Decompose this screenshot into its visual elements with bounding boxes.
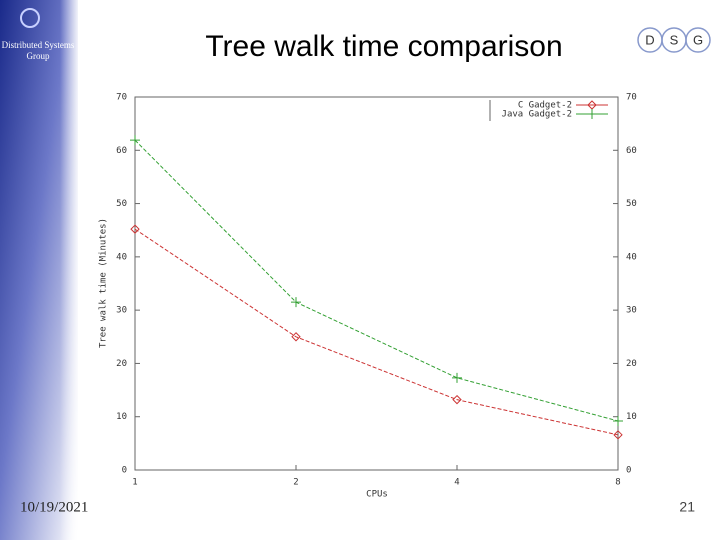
slide-date: 10/19/2021	[20, 499, 88, 515]
y-tick-label: 50	[116, 199, 127, 209]
marker	[613, 430, 623, 440]
y-tick-label: 60	[116, 146, 127, 156]
series: Java Gadget-2	[130, 109, 623, 426]
logo-letter: S	[670, 32, 679, 47]
marker	[291, 332, 301, 342]
sidebar-fade	[60, 0, 80, 540]
y-tick-label: 30	[116, 306, 127, 316]
marker	[291, 297, 301, 308]
y2-tick-label: 20	[626, 359, 637, 369]
page-number: 21	[679, 499, 695, 515]
y-tick-label: 70	[116, 93, 127, 103]
x-tick-label: 2	[293, 478, 298, 488]
x-tick-label: 1	[132, 478, 137, 488]
y2-tick-label: 50	[626, 199, 637, 209]
sidebar-text: Distributed Systems Group	[1, 40, 75, 61]
logo-letter: D	[645, 32, 654, 47]
y2-tick-label: 10	[626, 412, 637, 422]
y-axis-label: Tree walk time (Minutes)	[99, 218, 109, 348]
y2-tick-label: 70	[626, 93, 637, 103]
marker	[130, 135, 140, 146]
y-tick-label: 10	[116, 412, 127, 422]
x-axis-label: CPUs	[366, 490, 388, 500]
sidebar-text-box: Distributed Systems Group	[1, 40, 75, 61]
logo-letter: G	[693, 32, 703, 47]
y-tick-label: 20	[116, 359, 127, 369]
y2-tick-label: 0	[626, 466, 631, 476]
slide-title: Tree walk time comparison	[205, 30, 562, 63]
legend-marker	[587, 109, 597, 119]
y2-tick-label: 30	[626, 306, 637, 316]
y2-tick-label: 60	[626, 146, 637, 156]
x-tick-label: 8	[615, 478, 620, 488]
dsg-logo: D S G	[637, 27, 711, 53]
plot-frame	[134, 96, 619, 471]
sidebar-logo	[20, 8, 40, 28]
series: C Gadget-2	[130, 100, 623, 440]
marker	[130, 224, 140, 234]
series-line	[134, 228, 619, 436]
marker	[452, 394, 462, 405]
y2-tick-label: 40	[626, 252, 637, 262]
x-tick-label: 4	[454, 478, 459, 488]
logo-ring	[685, 27, 711, 53]
series-line	[134, 139, 619, 422]
legend-label: C Gadget-2	[518, 101, 572, 111]
marker	[613, 415, 623, 426]
marker	[452, 372, 462, 383]
y-tick-label: 40	[116, 252, 127, 262]
y-tick-label: 0	[122, 466, 127, 476]
legend-label: Java Gadget-2	[502, 110, 572, 120]
